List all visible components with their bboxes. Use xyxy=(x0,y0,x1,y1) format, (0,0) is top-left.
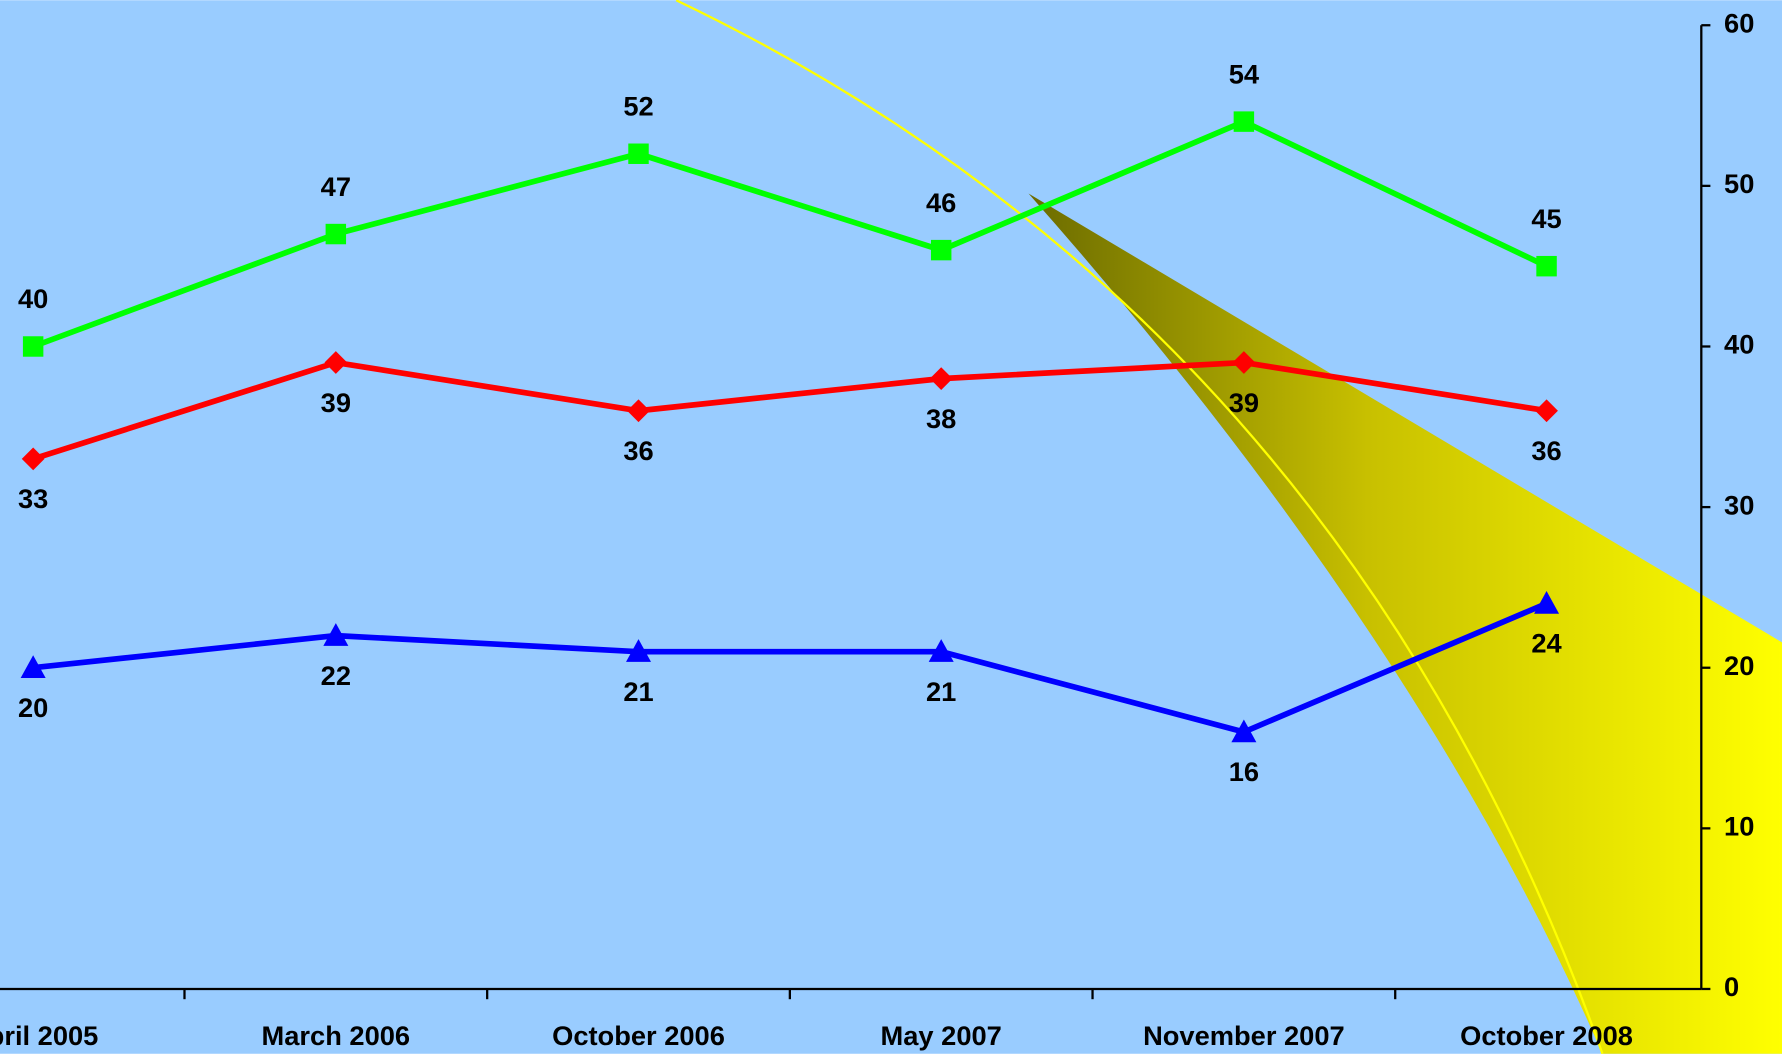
marker xyxy=(930,239,952,261)
x-tick-label: November 2007 xyxy=(1143,1020,1345,1051)
marker xyxy=(627,399,650,423)
marker xyxy=(1231,719,1257,743)
y-tick-label: 30 xyxy=(1724,489,1754,520)
series-line xyxy=(32,118,1548,350)
decoration-swoosh xyxy=(1028,193,1782,1054)
marker xyxy=(628,143,649,164)
marker xyxy=(929,367,953,390)
y-tick-label: 0 xyxy=(1724,971,1739,1002)
y-tick-label: 20 xyxy=(1724,650,1754,681)
data-label: 40 xyxy=(18,283,48,314)
marker xyxy=(324,351,348,374)
x-tick-label: March 2006 xyxy=(262,1020,411,1051)
data-label: 45 xyxy=(1531,203,1561,234)
series-line xyxy=(32,359,1548,462)
marker xyxy=(1536,255,1557,277)
data-label: 54 xyxy=(1229,58,1260,89)
y-tick-label: 40 xyxy=(1724,329,1754,360)
y-tick-label: 50 xyxy=(1724,168,1754,199)
x-tick-label: October 2006 xyxy=(552,1020,725,1051)
data-label: 46 xyxy=(926,187,956,218)
marker xyxy=(1232,351,1256,374)
x-tick-label: October 2008 xyxy=(1460,1020,1633,1051)
data-label: 16 xyxy=(1229,756,1259,787)
data-label: 36 xyxy=(1531,435,1561,466)
data-label: 36 xyxy=(623,435,653,466)
marker xyxy=(325,223,347,245)
series-line xyxy=(32,600,1548,735)
marker xyxy=(21,447,45,471)
marker xyxy=(323,623,349,646)
data-label: 22 xyxy=(321,660,351,691)
marker xyxy=(1534,590,1560,614)
data-label: 39 xyxy=(321,387,351,418)
marker xyxy=(20,655,46,678)
data-label: 33 xyxy=(18,483,48,514)
marker xyxy=(1233,111,1255,132)
marker xyxy=(626,639,652,662)
data-label: 39 xyxy=(1229,387,1259,418)
data-label: 47 xyxy=(321,171,351,202)
data-label: 21 xyxy=(623,676,653,707)
data-label: 21 xyxy=(926,676,956,707)
marker xyxy=(1535,399,1558,423)
marker xyxy=(22,336,44,357)
decoration-curve xyxy=(675,0,1604,1054)
y-tick-label: 60 xyxy=(1724,7,1754,38)
data-label: 24 xyxy=(1531,628,1562,659)
data-label: 20 xyxy=(18,692,48,723)
y-tick-label: 10 xyxy=(1724,811,1754,842)
x-tick-label: April 2005 xyxy=(0,1020,98,1051)
marker xyxy=(928,639,954,662)
x-tick-label: May 2007 xyxy=(881,1020,1002,1051)
data-label: 38 xyxy=(926,403,956,434)
data-label: 52 xyxy=(623,90,653,121)
